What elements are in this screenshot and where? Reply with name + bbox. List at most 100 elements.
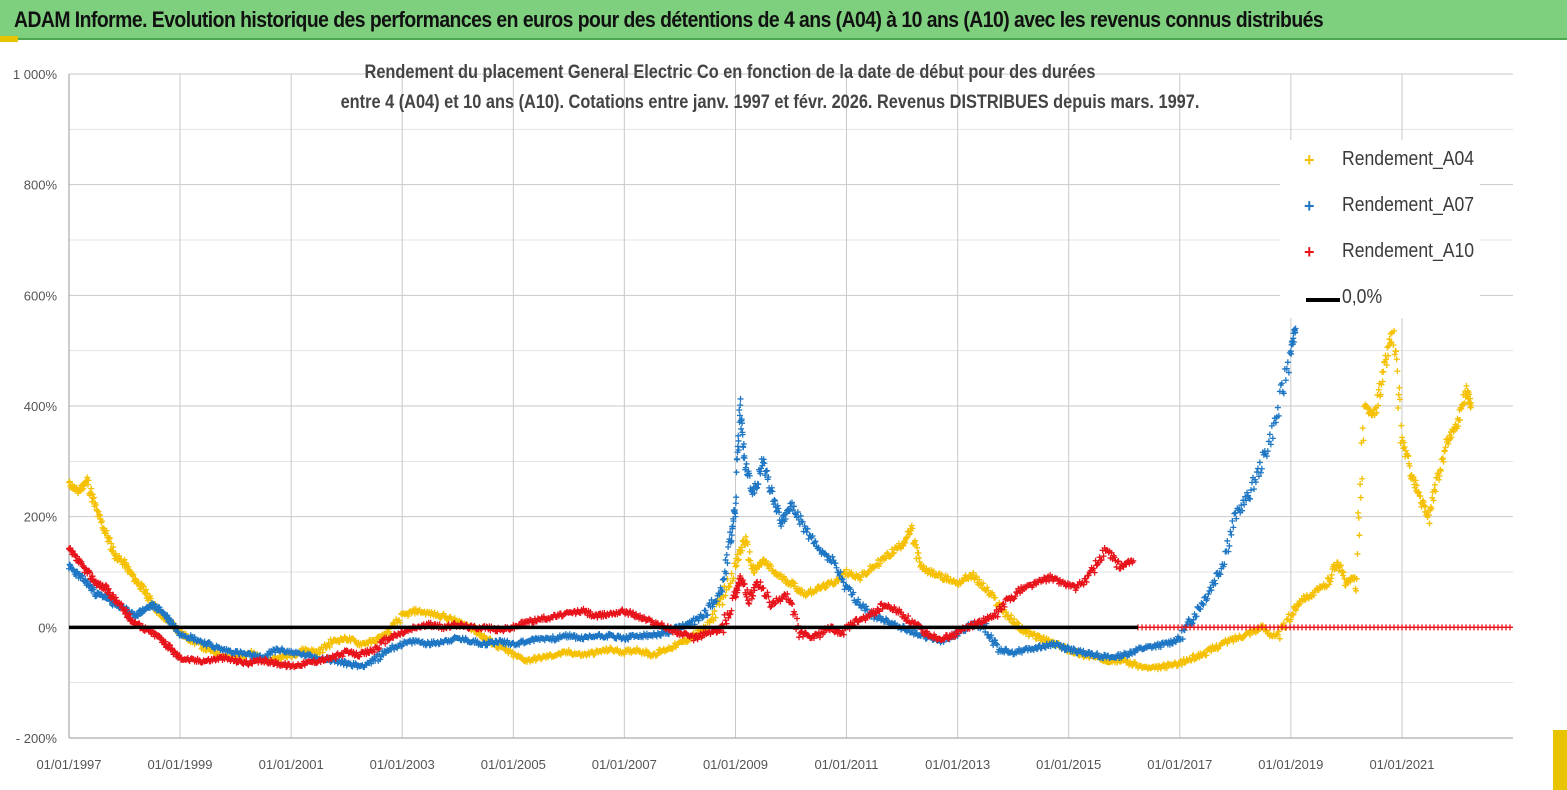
- data-point-rendement_a07: [604, 634, 611, 641]
- data-point-rendement_a07: [723, 551, 730, 558]
- data-point-rendement_a07: [1188, 620, 1195, 627]
- data-point-rendement_a07: [850, 589, 857, 596]
- data-point-rendement_a04: [94, 507, 101, 514]
- data-point-rendement_a04: [1355, 514, 1362, 521]
- data-point-rendement_a07: [716, 591, 723, 598]
- data-point-rendement_a07: [695, 617, 702, 624]
- data-point-rendement_a04: [1301, 596, 1308, 603]
- data-point-rendement_a04: [1379, 378, 1386, 385]
- data-point-rendement_a07: [722, 556, 729, 563]
- data-point-rendement_a04: [1401, 443, 1408, 450]
- data-point-rendement_a04: [1015, 620, 1022, 627]
- data-point-rendement_a04: [1391, 351, 1398, 358]
- data-point-rendement_a07: [757, 470, 764, 477]
- data-point-rendement_a04: [1415, 488, 1422, 495]
- data-point-rendement_a04: [843, 566, 850, 573]
- data-point-rendement_a07: [812, 538, 819, 545]
- data-point-rendement_a07: [737, 395, 744, 402]
- data-point-rendement_a04: [85, 477, 92, 484]
- data-point-rendement_a04: [1436, 472, 1443, 479]
- chart-title-line1: Rendement du placement General Electric …: [364, 62, 1096, 83]
- data-point-rendement_a04: [1375, 386, 1382, 393]
- data-point-rendement_a07: [1258, 465, 1265, 472]
- data-point-rendement_a07: [994, 641, 1001, 648]
- data-point-rendement_a07: [804, 525, 811, 532]
- data-point-rendement_a04: [589, 648, 596, 655]
- data-point-rendement_a04: [1014, 619, 1021, 626]
- data-point-rendement_a07: [1060, 642, 1067, 649]
- data-point-rendement_a04: [732, 563, 739, 570]
- data-point-rendement_a04: [1203, 652, 1210, 659]
- data-point-rendement_a04: [1117, 658, 1124, 665]
- data-point-rendement_a04: [835, 578, 842, 585]
- data-point-rendement_a07: [737, 402, 744, 409]
- data-point-rendement_a04: [712, 614, 719, 621]
- data-point-rendement_a04: [1428, 505, 1435, 512]
- data-point-rendement_a07: [1230, 524, 1237, 531]
- data-point-rendement_a07: [903, 628, 910, 635]
- data-point-rendement_a04: [1377, 391, 1384, 398]
- data-point-rendement_a04: [1445, 440, 1452, 447]
- data-point-rendement_a04: [130, 571, 137, 578]
- data-point-rendement_a07: [368, 660, 375, 667]
- data-point-rendement_a07: [1226, 542, 1233, 549]
- data-point-rendement_a07: [1244, 489, 1251, 496]
- data-point-rendement_a04: [857, 577, 864, 584]
- data-point-rendement_a07: [735, 432, 742, 439]
- data-point-rendement_a07: [762, 468, 769, 475]
- data-point-rendement_a04: [1240, 634, 1247, 641]
- data-point-rendement_a07: [1221, 561, 1228, 568]
- data-point-rendement_a07: [782, 516, 789, 523]
- x-tick-label: 01/01/2019: [1258, 757, 1323, 772]
- data-point-rendement_a04: [965, 576, 972, 583]
- data-point-rendement_a07: [341, 657, 348, 664]
- data-point-rendement_a07: [1181, 627, 1188, 634]
- data-point-rendement_a07: [838, 575, 845, 582]
- data-point-rendement_a04: [78, 486, 85, 493]
- data-point-rendement_a04: [763, 557, 770, 564]
- data-point-rendement_a07: [1212, 580, 1219, 587]
- data-point-rendement_a04: [863, 571, 870, 578]
- data-point-rendement_a04: [108, 540, 115, 547]
- data-point-rendement_a04: [1395, 391, 1402, 398]
- data-point-rendement_a04: [84, 474, 91, 481]
- data-point-rendement_a07: [790, 503, 797, 510]
- data-point-rendement_a04: [1439, 455, 1446, 462]
- x-tick-label: 01/01/2003: [370, 757, 435, 772]
- data-point-rendement_a07: [741, 455, 748, 462]
- data-point-rendement_a04: [1435, 476, 1442, 483]
- y-tick-label: 0%: [38, 620, 57, 635]
- data-point-rendement_a04: [1007, 615, 1014, 622]
- data-point-rendement_a04: [915, 550, 922, 557]
- data-point-rendement_a04: [1360, 437, 1367, 444]
- data-point-rendement_a07: [734, 443, 741, 450]
- data-point-rendement_a04: [916, 554, 923, 561]
- data-point-rendement_a04: [755, 563, 762, 570]
- data-point-rendement_a04: [1410, 473, 1417, 480]
- data-point-rendement_a07: [732, 513, 739, 520]
- legend-label: Rendement_A10: [1342, 240, 1475, 262]
- data-point-rendement_a04: [1328, 571, 1335, 578]
- data-point-rendement_a04: [1385, 352, 1392, 359]
- data-point-rendement_a04: [1467, 395, 1474, 402]
- data-point-rendement_a04: [621, 651, 628, 658]
- data-point-rendement_a04: [1441, 447, 1448, 454]
- data-point-rendement_a07: [1204, 595, 1211, 602]
- data-point-rendement_a07: [1211, 577, 1218, 584]
- data-point-rendement_a04: [980, 580, 987, 587]
- data-point-rendement_a04: [96, 512, 103, 519]
- data-point-rendement_a04: [985, 587, 992, 594]
- data-point-rendement_a07: [786, 508, 793, 515]
- legend-label: Rendement_A04: [1342, 148, 1475, 170]
- data-point-rendement_a04: [143, 586, 150, 593]
- data-point-rendement_a04: [875, 557, 882, 564]
- data-point-rendement_a07: [725, 544, 732, 551]
- data-point-rendement_a04: [1275, 628, 1282, 635]
- x-tick-label: 01/01/2011: [814, 757, 878, 772]
- data-point-rendement_a04: [1390, 342, 1397, 349]
- data-point-rendement_a04: [95, 508, 102, 515]
- data-point-rendement_a04: [1031, 631, 1038, 638]
- data-point-rendement_a04: [710, 617, 717, 624]
- data-point-rendement_a04: [1412, 477, 1419, 484]
- data-point-rendement_a07: [736, 412, 743, 419]
